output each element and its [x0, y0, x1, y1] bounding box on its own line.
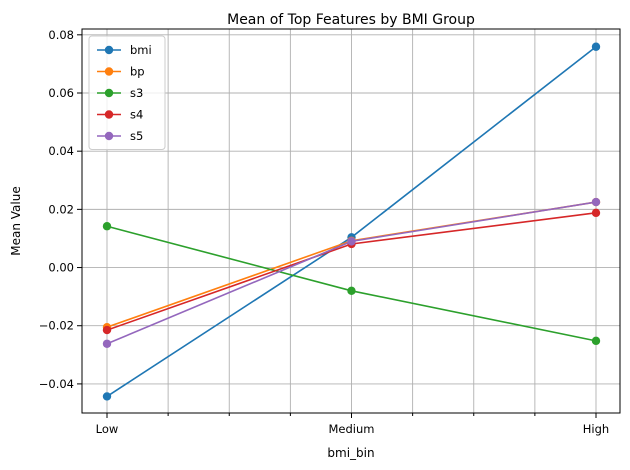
legend-marker: [104, 45, 114, 55]
data-point: [591, 42, 601, 51]
x-axis-label: bmi_bin: [327, 446, 374, 460]
y-tick-label: 0.08: [48, 28, 74, 42]
y-tick-label: 0.06: [48, 86, 74, 100]
y-tick-label: 0.02: [48, 202, 74, 216]
data-point: [102, 222, 112, 231]
data-point: [102, 392, 112, 401]
x-tick-label: Medium: [329, 422, 375, 436]
legend-label: bp: [130, 65, 145, 79]
series-s5: [102, 197, 601, 348]
data-point: [102, 325, 112, 335]
legend-item-bmi: bmi: [97, 43, 152, 57]
legend-marker: [104, 131, 114, 141]
data-point: [347, 237, 356, 246]
legend-label: bmi: [130, 43, 152, 57]
legend-marker: [104, 110, 114, 119]
series-s3: [102, 222, 601, 346]
legend-marker: [104, 67, 114, 76]
legend-label: s4: [130, 108, 143, 122]
data-point: [102, 339, 112, 348]
data-point: [591, 336, 601, 346]
x-tick-label: High: [583, 422, 609, 436]
y-axis-label: Mean Value: [9, 186, 23, 255]
legend-label: s5: [130, 129, 143, 143]
data-point: [591, 208, 601, 218]
x-axis: Low Medium High: [96, 413, 609, 436]
legend-marker: [104, 88, 114, 98]
y-tick-label: −0.04: [39, 377, 74, 391]
gridlines: [82, 29, 620, 413]
y-axis: −0.04 −0.02 0.00 0.02 0.04 0.06 0.08: [39, 28, 82, 391]
y-tick-label: 0.04: [48, 144, 74, 158]
legend-item-s5: s5: [97, 129, 143, 143]
y-tick-label: −0.02: [39, 319, 74, 333]
series-layer: [102, 42, 601, 401]
legend-label: s3: [130, 86, 143, 100]
legend-item-bp: bp: [97, 65, 145, 79]
data-point: [347, 286, 356, 296]
y-tick-label: 0.00: [48, 261, 74, 275]
legend-item-s4: s4: [97, 108, 143, 122]
chart-title: Mean of Top Features by BMI Group: [227, 12, 475, 28]
legend-item-s3: s3: [97, 86, 143, 100]
data-point: [591, 197, 601, 207]
legend: bmi bp s3 s4 s5: [88, 35, 166, 150]
x-tick-label: Low: [96, 422, 119, 436]
legend-box: [88, 35, 166, 150]
